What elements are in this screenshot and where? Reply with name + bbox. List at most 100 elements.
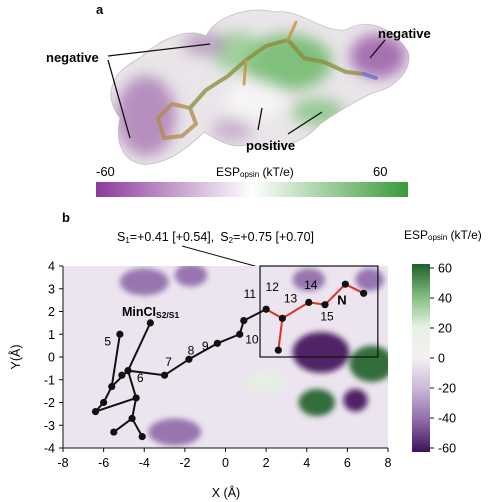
atom bbox=[262, 305, 270, 313]
x-tick-label: 8 bbox=[385, 456, 392, 470]
esp-blob bbox=[148, 418, 202, 446]
esp-blob bbox=[349, 345, 388, 383]
bond bbox=[243, 308, 267, 322]
panel-b-label: b bbox=[62, 210, 70, 225]
atom bbox=[305, 298, 313, 306]
atom bbox=[213, 339, 221, 347]
coupling-note: S1=+0.41 [+0.54], S2=+0.75 [+0.70] bbox=[117, 230, 314, 245]
panel-b: b S1=+0.41 [+0.54], S2=+0.75 [+0.70] 5 6 7 8… bbox=[8, 210, 482, 500]
x-tick-label: -2 bbox=[179, 456, 190, 470]
label-negative-right: negative bbox=[378, 26, 431, 41]
x-tick-label: 4 bbox=[303, 456, 310, 470]
esp-blob bbox=[292, 268, 326, 292]
atom bbox=[278, 314, 286, 322]
atom-number: 12 bbox=[266, 280, 280, 294]
atom bbox=[274, 346, 282, 354]
bond bbox=[127, 322, 152, 372]
y-tick-label: 2 bbox=[48, 305, 55, 319]
esp-blob bbox=[343, 388, 368, 412]
cbar-a-min: -60 bbox=[96, 164, 115, 179]
atom-number: 11 bbox=[244, 287, 257, 301]
cbar-b-tick-label: -60 bbox=[438, 442, 456, 456]
bond bbox=[111, 369, 129, 388]
panel-a: a bbox=[46, 2, 431, 197]
bond-red bbox=[277, 318, 284, 351]
atom-number: 9 bbox=[202, 339, 209, 353]
atom-number: 10 bbox=[245, 332, 259, 346]
y-tick-label: -1 bbox=[44, 373, 55, 387]
bond bbox=[216, 333, 241, 345]
atom bbox=[236, 330, 244, 338]
x-axis-label: X (Å) bbox=[212, 485, 240, 500]
atom bbox=[128, 414, 136, 423]
atom bbox=[240, 317, 248, 325]
bond-red bbox=[281, 301, 310, 320]
cbar-b-tick-label: 40 bbox=[438, 292, 452, 306]
atom bbox=[108, 382, 116, 391]
bond bbox=[164, 358, 190, 377]
atom-number: 13 bbox=[284, 291, 298, 305]
atom bbox=[100, 398, 108, 407]
label-negative-left: negative bbox=[46, 50, 99, 65]
atom bbox=[160, 371, 169, 379]
annotation-lines bbox=[107, 39, 386, 139]
x-tick-label: 0 bbox=[222, 456, 229, 470]
cbar-b-tick-label: 0 bbox=[438, 352, 445, 366]
atom-number-labels: 5 6 7 8 9 10 11 12 13 14 15 bbox=[104, 278, 334, 385]
cbar-b-tick-label: 60 bbox=[438, 262, 452, 276]
bond bbox=[188, 342, 218, 361]
cbar-b-title: ESPopsin (kT/e) bbox=[404, 228, 482, 242]
atom-number: 5 bbox=[104, 335, 111, 349]
esp-blob bbox=[355, 268, 384, 292]
y-tick-label: -4 bbox=[44, 442, 55, 456]
cbar-b-ticks: 60 40 20 0 -20 -40 -60 bbox=[430, 262, 456, 456]
bond bbox=[113, 417, 133, 433]
bond bbox=[95, 397, 137, 413]
cbar-b-tick-label: -40 bbox=[438, 412, 456, 426]
esp-blob bbox=[119, 268, 169, 296]
atom bbox=[321, 301, 329, 309]
bond bbox=[110, 334, 121, 387]
atom bbox=[132, 394, 140, 402]
nitrogen-label: N bbox=[337, 293, 346, 308]
cbar-a-gradient bbox=[96, 182, 408, 197]
cbar-b-tick-label: -20 bbox=[438, 382, 456, 396]
coupling-leader bbox=[181, 245, 263, 269]
label-positive: positive bbox=[246, 138, 295, 153]
atom bbox=[124, 367, 132, 375]
molecule-label: MinCIS2/S1 bbox=[122, 305, 179, 320]
y-tick-label: 3 bbox=[48, 282, 55, 296]
bond bbox=[127, 369, 165, 377]
atom-number: 7 bbox=[165, 355, 172, 369]
x-tick-label: 6 bbox=[344, 456, 351, 470]
x-tick-label: -6 bbox=[98, 456, 109, 470]
x-tick-label: -8 bbox=[57, 456, 68, 470]
esp-blob bbox=[298, 388, 336, 417]
atom-number: 15 bbox=[320, 310, 334, 324]
atom bbox=[118, 371, 126, 379]
atom bbox=[341, 280, 349, 288]
cbar-a-title: ESPopsin (kT/e) bbox=[216, 165, 294, 179]
atom-number: 8 bbox=[188, 344, 195, 358]
cbar-b-gradient bbox=[412, 264, 430, 452]
atom-number: 6 bbox=[137, 371, 144, 385]
panel-a-label: a bbox=[96, 2, 104, 17]
cbar-b-tick-label: 20 bbox=[438, 322, 452, 336]
esp-surface bbox=[110, 9, 410, 165]
y-axis-label: Y(Å) bbox=[8, 345, 23, 370]
atom bbox=[116, 330, 124, 338]
plot-area: 5 6 7 8 9 10 11 12 13 14 15 N MinCIS2/S1 bbox=[63, 265, 388, 448]
atom bbox=[110, 428, 118, 436]
surface-molecule bbox=[156, 20, 378, 140]
esp-blob bbox=[292, 331, 350, 373]
atom bbox=[360, 289, 368, 297]
atom-number: 14 bbox=[304, 278, 318, 292]
x-tick-label: -4 bbox=[139, 456, 150, 470]
y-tick-label: -2 bbox=[44, 396, 55, 410]
y-tick-label: 1 bbox=[48, 328, 55, 342]
bond bbox=[127, 370, 138, 399]
atom bbox=[138, 433, 146, 441]
x-tick-label: 2 bbox=[263, 456, 270, 470]
